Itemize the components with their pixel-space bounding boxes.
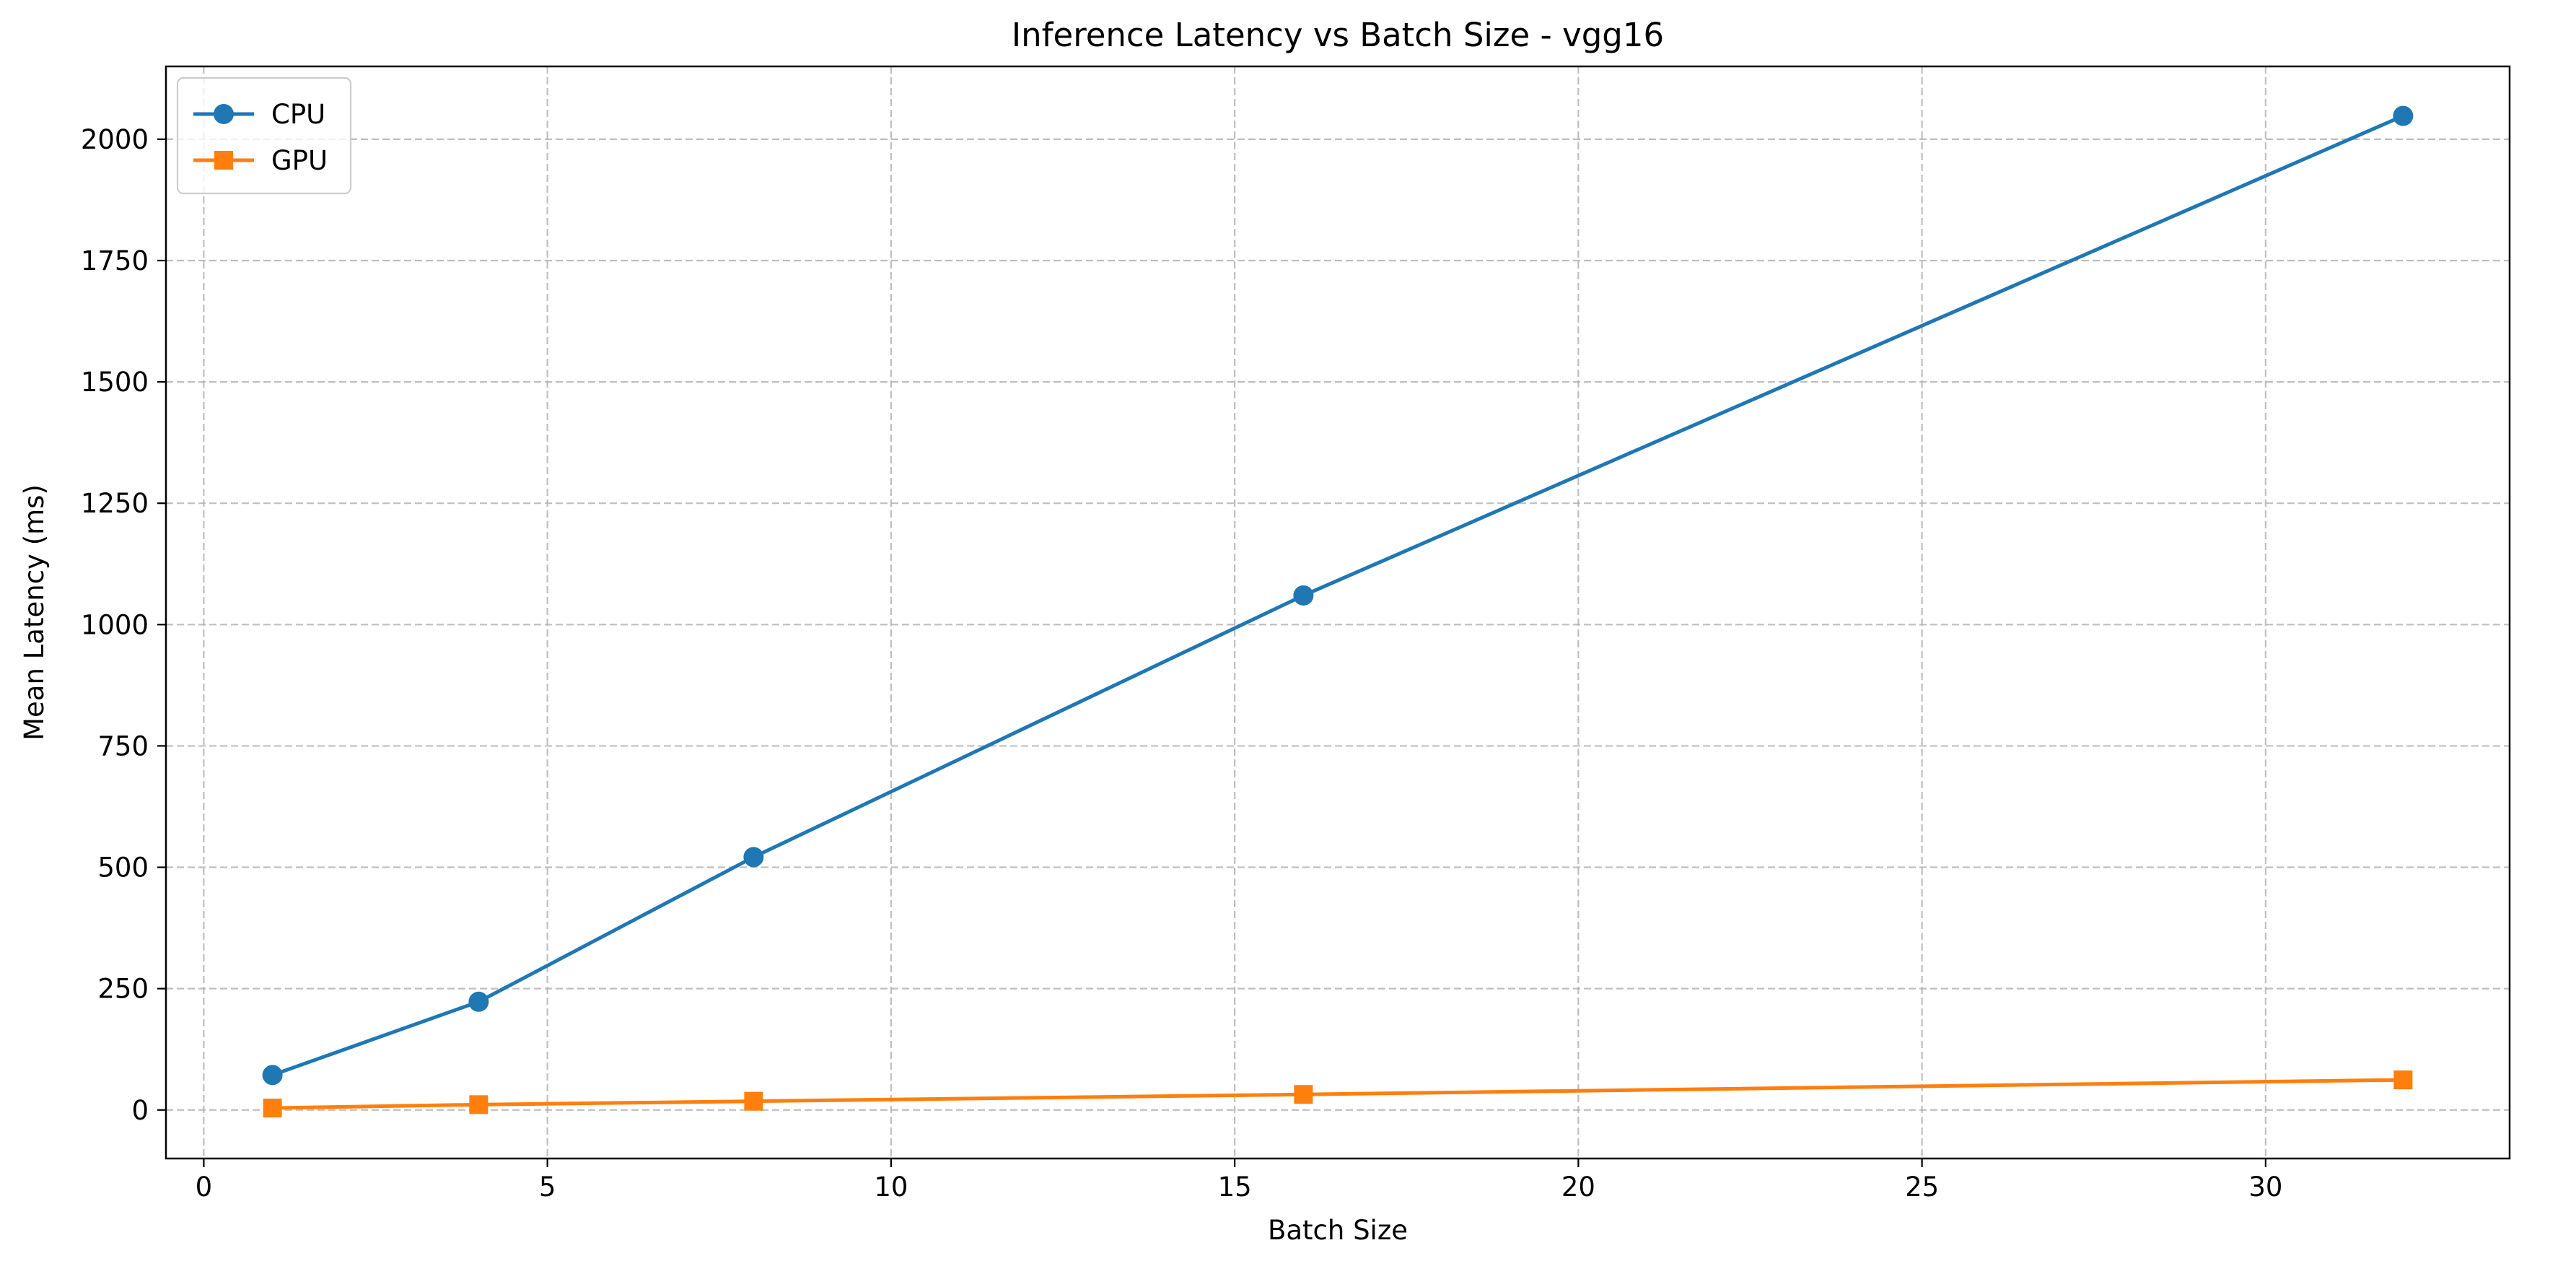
y-tick-label: 1250 [81, 488, 149, 519]
data-point-cpu [2393, 105, 2414, 126]
y-tick-label: 1500 [81, 367, 149, 398]
data-point-gpu [2393, 1070, 2413, 1090]
legend-box [176, 77, 352, 195]
legend-marker-gpu [214, 151, 233, 170]
x-tick-label: 5 [539, 1172, 556, 1203]
data-point-gpu [1294, 1085, 1313, 1104]
y-tick-label: 0 [131, 1095, 149, 1126]
x-tick-label: 0 [196, 1172, 213, 1203]
y-tick-label: 250 [97, 974, 149, 1005]
y-tick-label: 500 [97, 852, 149, 883]
legend-label-cpu: CPU [271, 99, 325, 130]
legend-label-gpu: GPU [271, 145, 328, 176]
legend-item-gpu: GPU [193, 145, 328, 176]
y-tick-label: 1750 [81, 245, 149, 276]
series-cpu [262, 105, 2414, 1086]
data-point-gpu [263, 1099, 282, 1118]
x-tick-label: 25 [1905, 1172, 1939, 1203]
x-tick-label: 30 [2248, 1172, 2282, 1203]
plot-frame [165, 65, 2511, 1160]
x-axis-label: Batch Size [1268, 1215, 1408, 1246]
data-point-cpu [468, 991, 489, 1012]
series-layer [262, 105, 2414, 1118]
y-tick-label: 1000 [81, 609, 149, 640]
legend-marker-cpu [214, 104, 234, 124]
y-tick-label: 750 [97, 730, 149, 762]
data-point-gpu [744, 1091, 763, 1111]
x-tick-label: 10 [874, 1172, 908, 1203]
data-point-cpu [262, 1065, 283, 1086]
axis-ticks: 0 5 10 15 20 25 30 0 250 500 750 1000 1250 1500 1750 20… [81, 124, 2283, 1203]
data-point-cpu [743, 847, 764, 868]
y-tick-label: 2000 [81, 124, 149, 155]
legend-item-cpu: CPU [193, 99, 325, 130]
chart-title: Inference Latency vs Batch Size - vgg16 [1012, 16, 1664, 54]
data-point-cpu [1293, 585, 1314, 606]
x-tick-label: 20 [1561, 1172, 1595, 1203]
data-point-gpu [469, 1095, 489, 1114]
grid [166, 66, 2510, 1159]
y-axis-label: Mean Latency (ms) [19, 484, 50, 741]
series-gpu [263, 1070, 2413, 1118]
legend: CPU GPU [176, 77, 352, 195]
x-tick-label: 15 [1218, 1172, 1252, 1203]
